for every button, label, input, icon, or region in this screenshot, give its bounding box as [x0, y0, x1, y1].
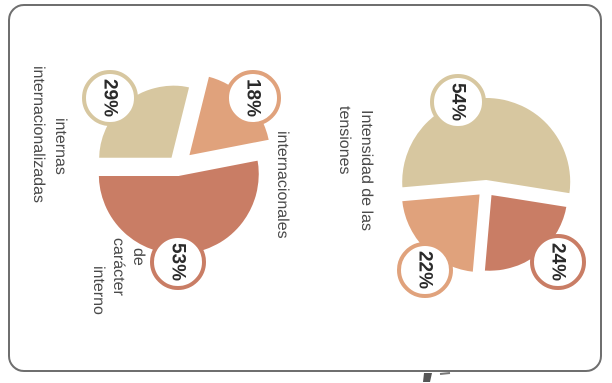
value-badge — [225, 70, 281, 126]
value-label: 22% — [415, 251, 436, 289]
value-badge — [430, 74, 486, 130]
chart-title-line1: Intensidad de las — [358, 110, 375, 231]
value-badge — [397, 242, 453, 298]
pie-chart-conflict-types: 29% 18% 53% — [82, 70, 281, 290]
title-right: Intensidad de las tensiones — [336, 106, 375, 231]
label-internas-line2: internacionalizadas — [30, 66, 47, 203]
scan-artifact — [423, 372, 451, 382]
value-badge — [150, 234, 206, 290]
value-label: 18% — [243, 79, 264, 117]
label-caracter-line1: de — [130, 248, 147, 266]
label-caracter-line2: carácter — [110, 238, 127, 296]
label-caracter-line3: interno — [90, 266, 107, 315]
value-badge — [82, 70, 138, 126]
pie-slice-slice-1 — [398, 94, 575, 198]
labels-left: internas internacionalizadas internacion… — [30, 66, 291, 315]
value-label: 24% — [548, 243, 569, 281]
label-internacionales: internacionales — [274, 131, 291, 239]
value-label: 29% — [100, 79, 121, 117]
pie-chart-tension-intensity: 54% 24% 22% — [397, 74, 586, 298]
value-badge — [530, 234, 586, 290]
label-internas-line1: internas — [52, 118, 69, 175]
chart-title-line2: tensiones — [336, 106, 353, 175]
value-label: 54% — [448, 83, 469, 121]
value-label: 53% — [168, 243, 189, 281]
